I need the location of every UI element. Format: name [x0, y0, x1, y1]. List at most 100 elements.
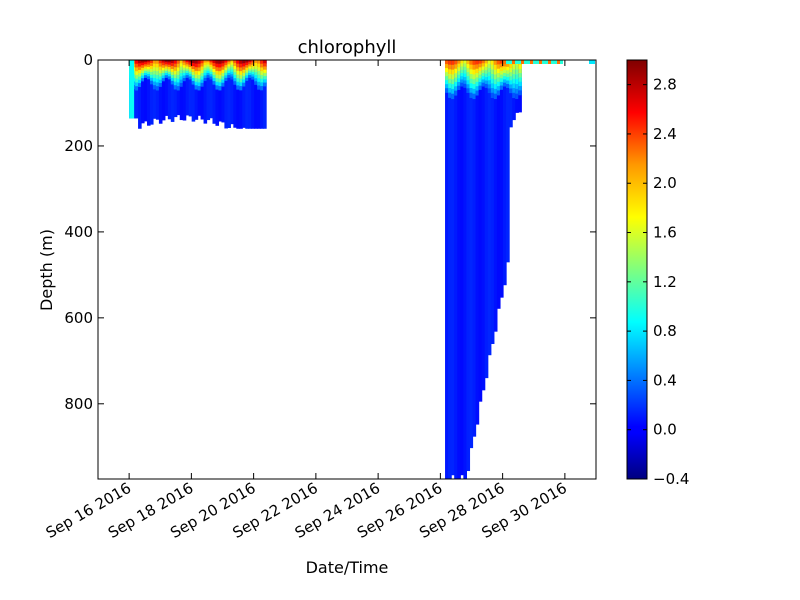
heat-cell — [233, 72, 237, 76]
heat-cell — [248, 72, 252, 76]
heat-cell — [499, 63, 504, 68]
heat-cell — [215, 60, 220, 126]
heat-cell — [218, 78, 223, 83]
heat-cell — [263, 69, 267, 74]
heat-cell — [221, 66, 225, 71]
heat-cell — [179, 79, 184, 84]
heat-cell — [251, 67, 255, 71]
heat-cell — [509, 64, 513, 69]
heat-cell — [135, 82, 139, 87]
heat-cell — [182, 67, 187, 71]
heat-cell — [209, 71, 214, 75]
heat-cell — [496, 81, 501, 87]
heat-cell — [448, 87, 452, 94]
heat-cell — [242, 76, 246, 81]
heat-cell — [499, 67, 504, 72]
heat-cell — [209, 64, 214, 68]
heat-cell — [176, 86, 181, 91]
heat-cell — [478, 63, 483, 68]
heat-cell — [158, 66, 163, 71]
heat-cell — [135, 74, 139, 80]
heat-cell — [146, 64, 151, 68]
heat-cell — [509, 76, 513, 81]
heat-cell — [509, 84, 513, 90]
heat-cell — [179, 66, 184, 71]
heat-cell — [161, 75, 166, 79]
heat-cell — [260, 71, 264, 76]
heat-cell — [203, 67, 208, 71]
heat-cell — [518, 90, 522, 96]
heat-cell — [194, 81, 199, 86]
heat-cell — [454, 64, 458, 70]
heat-cell — [141, 62, 145, 66]
heat-cell — [503, 79, 507, 84]
heat-cell — [475, 64, 480, 70]
heat-cell — [463, 60, 467, 479]
heat-cell — [158, 79, 163, 84]
heat-cell — [445, 60, 449, 65]
heat-cell — [448, 92, 452, 98]
heat-cell — [141, 65, 145, 69]
heat-cell — [457, 82, 461, 87]
heat-cell — [215, 67, 220, 72]
heat-cell — [209, 74, 214, 78]
heat-cell — [185, 68, 190, 72]
heat-cell — [209, 67, 214, 71]
heat-cell — [518, 73, 522, 78]
heat-cell — [469, 60, 474, 66]
heat-cell — [188, 76, 193, 80]
heat-cell — [239, 63, 243, 69]
heatmap-layer — [129, 60, 595, 479]
heat-cell — [490, 69, 495, 75]
heat-cell — [506, 83, 510, 88]
heat-cell — [469, 83, 474, 89]
heat-cell — [224, 67, 228, 71]
heat-cell — [233, 75, 237, 79]
heat-cell — [236, 70, 240, 76]
heat-cell — [161, 60, 166, 64]
heat-cell — [242, 63, 246, 68]
heat-cell — [188, 67, 193, 70]
heat-cell — [496, 64, 501, 70]
heat-cell — [173, 85, 178, 90]
heat-cell — [176, 60, 181, 65]
heat-cell — [167, 74, 172, 77]
heat-cell — [164, 70, 169, 74]
heat-cell — [478, 70, 483, 76]
heat-cell — [212, 66, 217, 70]
deployment-1 — [129, 60, 267, 129]
heat-cell — [215, 70, 220, 76]
heat-cell — [493, 74, 498, 80]
heat-cell — [233, 78, 237, 82]
heat-cell — [239, 60, 243, 65]
heat-cell — [469, 60, 474, 449]
heat-cell — [135, 67, 139, 72]
heat-cell — [451, 84, 455, 90]
heat-cell — [212, 60, 217, 124]
heat-cell — [221, 76, 225, 81]
heat-cell — [161, 62, 166, 66]
heat-cell — [221, 63, 225, 68]
y-tick-label: 600 — [64, 309, 93, 327]
heat-cell — [499, 81, 504, 87]
heat-cell — [512, 60, 515, 64]
heat-cell — [503, 60, 506, 64]
heat-cell — [254, 63, 258, 67]
heat-cell — [167, 64, 172, 68]
heat-cell — [206, 68, 211, 72]
heat-cell — [227, 60, 231, 63]
heat-cell — [445, 88, 449, 93]
heat-cell — [457, 60, 461, 65]
heat-cell — [239, 78, 243, 83]
heat-cell — [149, 65, 154, 70]
heat-cell — [515, 79, 519, 85]
heat-cell — [152, 85, 157, 90]
heat-cell — [138, 60, 142, 129]
heat-cell — [230, 60, 234, 125]
heat-cell — [161, 67, 166, 71]
heat-cell — [493, 60, 498, 332]
heat-cell — [548, 60, 551, 64]
heat-cell — [454, 86, 458, 92]
heat-cell — [475, 60, 480, 65]
heat-cell — [245, 65, 249, 69]
